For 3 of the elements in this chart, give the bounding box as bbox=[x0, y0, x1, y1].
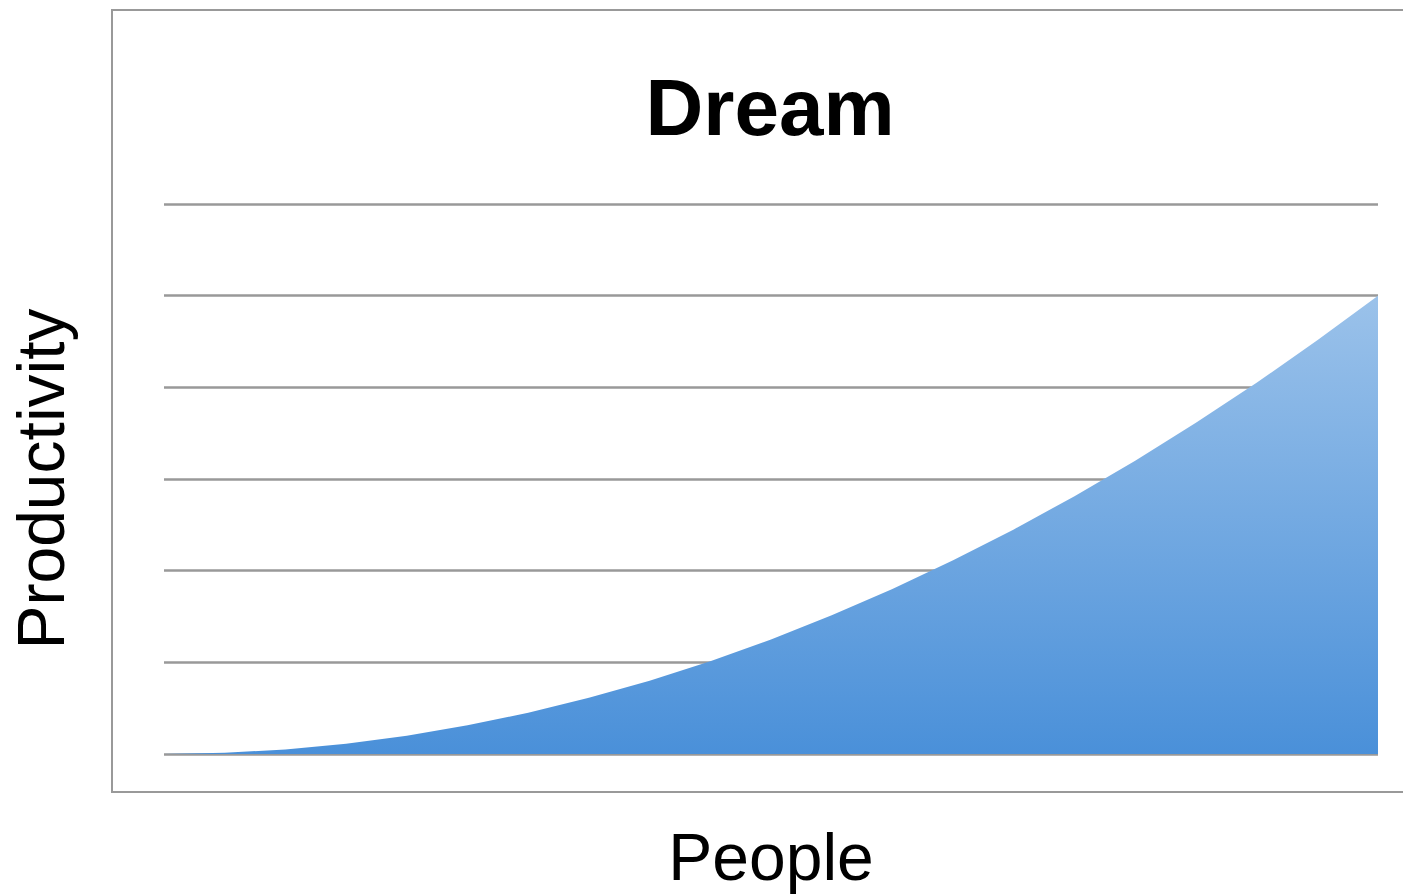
y-axis-title: Productivity bbox=[4, 308, 78, 650]
chart-title: Dream bbox=[645, 62, 895, 152]
x-axis-title: People bbox=[668, 820, 874, 894]
